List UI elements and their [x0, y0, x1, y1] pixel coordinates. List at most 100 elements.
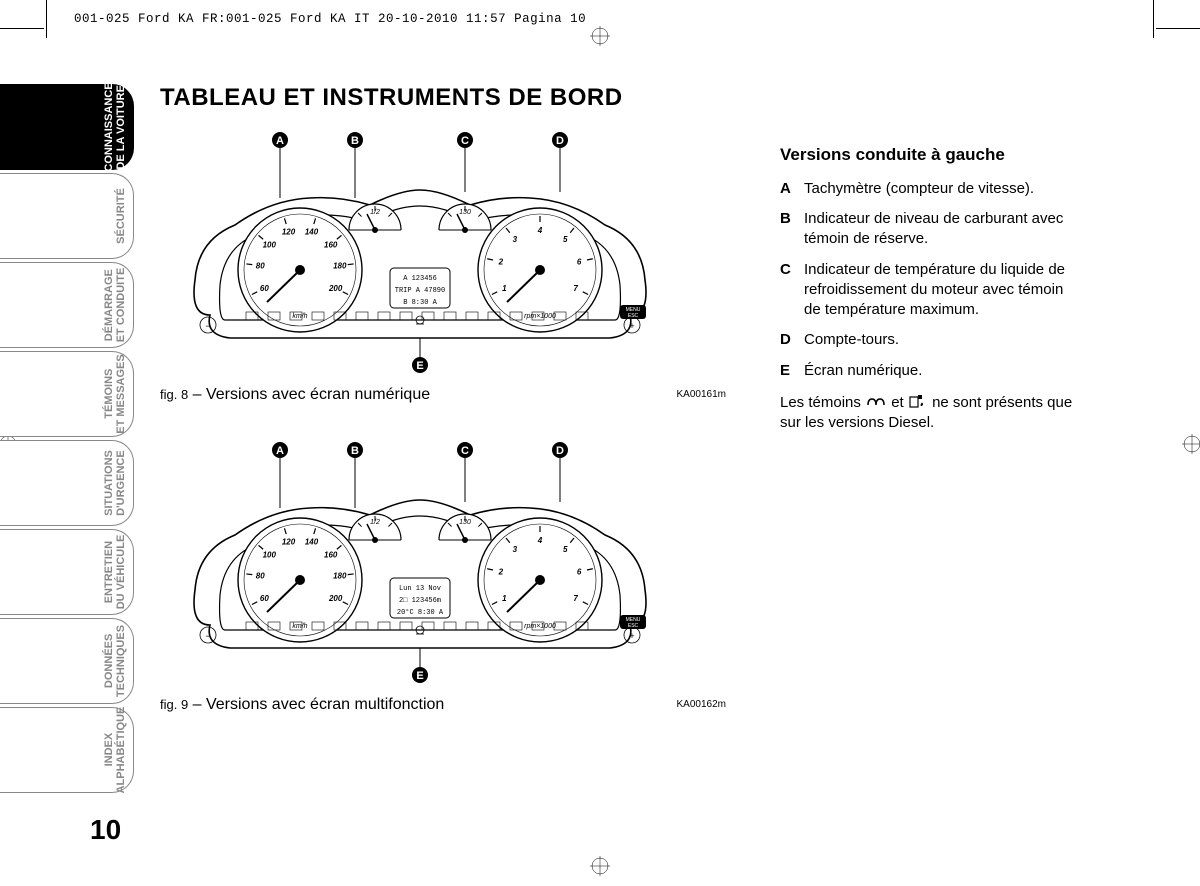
legend-text: Tachymètre (compteur de vitesse).	[804, 179, 1080, 199]
section-tab-label: INDEX ALPHABÉTIQUE	[103, 707, 127, 794]
svg-text:D: D	[556, 445, 564, 457]
svg-text:TRIP A 47890: TRIP A 47890	[395, 287, 445, 295]
svg-text:Lun 13 Nov: Lun 13 Nov	[399, 585, 441, 593]
section-tab[interactable]: SITUATIONS D'URGENCE	[0, 440, 134, 526]
svg-text:120: 120	[282, 228, 296, 237]
legend-item: DCompte-tours.	[780, 330, 1080, 350]
svg-text:130: 130	[459, 519, 471, 526]
svg-text:1: 1	[502, 284, 507, 293]
legend-text: Compte-tours.	[804, 330, 1080, 350]
svg-text:7: 7	[573, 284, 578, 293]
section-tab-label: SÉCURITÉ	[115, 188, 127, 244]
svg-text:+: +	[629, 631, 634, 641]
section-tab[interactable]: ENTRETIEN DU VÉHICULE	[0, 529, 134, 615]
section-tab[interactable]: CONNAISSANCE DE LA VOITURE	[0, 84, 134, 170]
svg-text:1/2: 1/2	[370, 519, 380, 526]
svg-text:1: 1	[502, 594, 507, 603]
section-tab-label: SITUATIONS D'URGENCE	[103, 450, 127, 516]
svg-text:100: 100	[263, 550, 277, 559]
svg-text:ESC: ESC	[628, 623, 639, 629]
section-tab-label: CONNAISSANCE DE LA VOITURE	[103, 82, 127, 171]
svg-text:7: 7	[573, 594, 578, 603]
legend-text: Écran numérique.	[804, 361, 1080, 381]
legend-key: A	[780, 179, 804, 199]
svg-text:A: A	[276, 445, 284, 457]
section-tab-label: TÉMOINS ET MESSAGES	[103, 354, 127, 433]
svg-text:6: 6	[577, 568, 582, 577]
svg-text:1/2: 1/2	[370, 209, 380, 216]
svg-text:C: C	[461, 135, 469, 147]
svg-text:200: 200	[328, 594, 343, 603]
svg-text:rpm×1000: rpm×1000	[524, 623, 556, 630]
svg-text:160: 160	[324, 550, 338, 559]
figure-9: ABCDE6080100120140160180200km/h1234567rp…	[160, 440, 720, 714]
svg-text:80: 80	[256, 262, 265, 271]
figure-number: fig. 8	[160, 387, 188, 402]
section-tab[interactable]: SÉCURITÉ	[0, 173, 134, 259]
legend-key: C	[780, 260, 804, 321]
svg-text:20°C 8:30 A: 20°C 8:30 A	[397, 608, 444, 617]
print-header: 001-025 Ford KA FR:001-025 Ford KA IT 20…	[74, 12, 586, 26]
section-tabs: CONNAISSANCE DE LA VOITURE SÉCURITÉ DÉMARR…	[0, 84, 134, 796]
legend-key: E	[780, 361, 804, 381]
svg-text:180: 180	[333, 572, 347, 581]
svg-text:130: 130	[459, 209, 471, 216]
svg-text:3: 3	[513, 545, 518, 554]
svg-text:200: 200	[328, 284, 343, 293]
svg-text:3: 3	[513, 235, 518, 244]
figure-caption: Versions avec écran multifonction	[206, 696, 444, 713]
page-number: 10	[90, 814, 121, 846]
svg-text:6: 6	[577, 258, 582, 267]
section-tab[interactable]: TÉMOINS ET MESSAGES	[0, 351, 134, 437]
svg-text:160: 160	[324, 240, 338, 249]
svg-text:+: +	[629, 321, 634, 331]
legend-text: Indicateur de température du liquide de …	[804, 260, 1080, 321]
figure-number: fig. 9	[160, 697, 188, 712]
svg-text:C: C	[461, 445, 469, 457]
svg-text:E: E	[416, 670, 423, 682]
section-tab[interactable]: INDEX ALPHABÉTIQUE	[0, 707, 134, 793]
figure-caption: Versions avec écran numérique	[206, 386, 430, 403]
svg-text:−: −	[205, 321, 210, 331]
svg-text:60: 60	[260, 594, 269, 603]
figure-code: KA00161m	[677, 389, 726, 400]
figure-8: ABCDE6080100120140160180200km/h1234567rp…	[160, 130, 720, 404]
section-tab[interactable]: DÉMARRAGE ET CONDUITE	[0, 262, 134, 348]
water-in-fuel-icon	[908, 394, 928, 411]
page-title: TABLEAU ET INSTRUMENTS DE BORD	[160, 84, 1100, 112]
svg-text:2: 2	[498, 568, 504, 577]
legend-key: B	[780, 209, 804, 250]
legend-item: ATachymètre (compteur de vitesse).	[780, 179, 1080, 199]
svg-text:60: 60	[260, 284, 269, 293]
section-tab-label: DONNÉES TECHNIQUES	[103, 625, 127, 697]
svg-text:5: 5	[563, 235, 568, 244]
legend-item: BIndicateur de niveau de carburant avec …	[780, 209, 1080, 250]
legend-heading: Versions conduite à gauche	[780, 144, 1080, 167]
svg-text:A: A	[276, 135, 284, 147]
svg-text:100: 100	[263, 240, 277, 249]
svg-text:E: E	[416, 360, 423, 372]
svg-text:km/h: km/h	[292, 623, 307, 630]
svg-text:2: 2	[498, 258, 504, 267]
svg-text:80: 80	[256, 572, 265, 581]
legend-item: CIndicateur de température du liquide de…	[780, 260, 1080, 321]
figure-code: KA00162m	[677, 699, 726, 710]
svg-text:B 8:30 A: B 8:30 A	[403, 299, 437, 307]
svg-text:2□ 123456m: 2□ 123456m	[399, 597, 441, 605]
svg-text:−: −	[205, 631, 210, 641]
svg-text:km/h: km/h	[292, 313, 307, 320]
svg-text:B: B	[351, 445, 359, 457]
svg-text:rpm×1000: rpm×1000	[524, 313, 556, 320]
glowplug-icon	[865, 394, 887, 411]
svg-text:4: 4	[537, 226, 543, 235]
section-tab-label: ENTRETIEN DU VÉHICULE	[103, 535, 127, 610]
section-tab[interactable]: DONNÉES TECHNIQUES	[0, 618, 134, 704]
svg-text:B: B	[351, 135, 359, 147]
legend-text: Indicateur de niveau de carburant avec t…	[804, 209, 1080, 250]
svg-text:140: 140	[305, 538, 319, 547]
instrument-cluster-diagram: ABCDE6080100120140160180200km/h1234567rp…	[160, 130, 680, 380]
instrument-cluster-diagram: ABCDE6080100120140160180200km/h1234567rp…	[160, 440, 680, 690]
svg-text:140: 140	[305, 228, 319, 237]
registration-mark-icon	[590, 26, 610, 46]
svg-text:ESC: ESC	[628, 313, 639, 319]
